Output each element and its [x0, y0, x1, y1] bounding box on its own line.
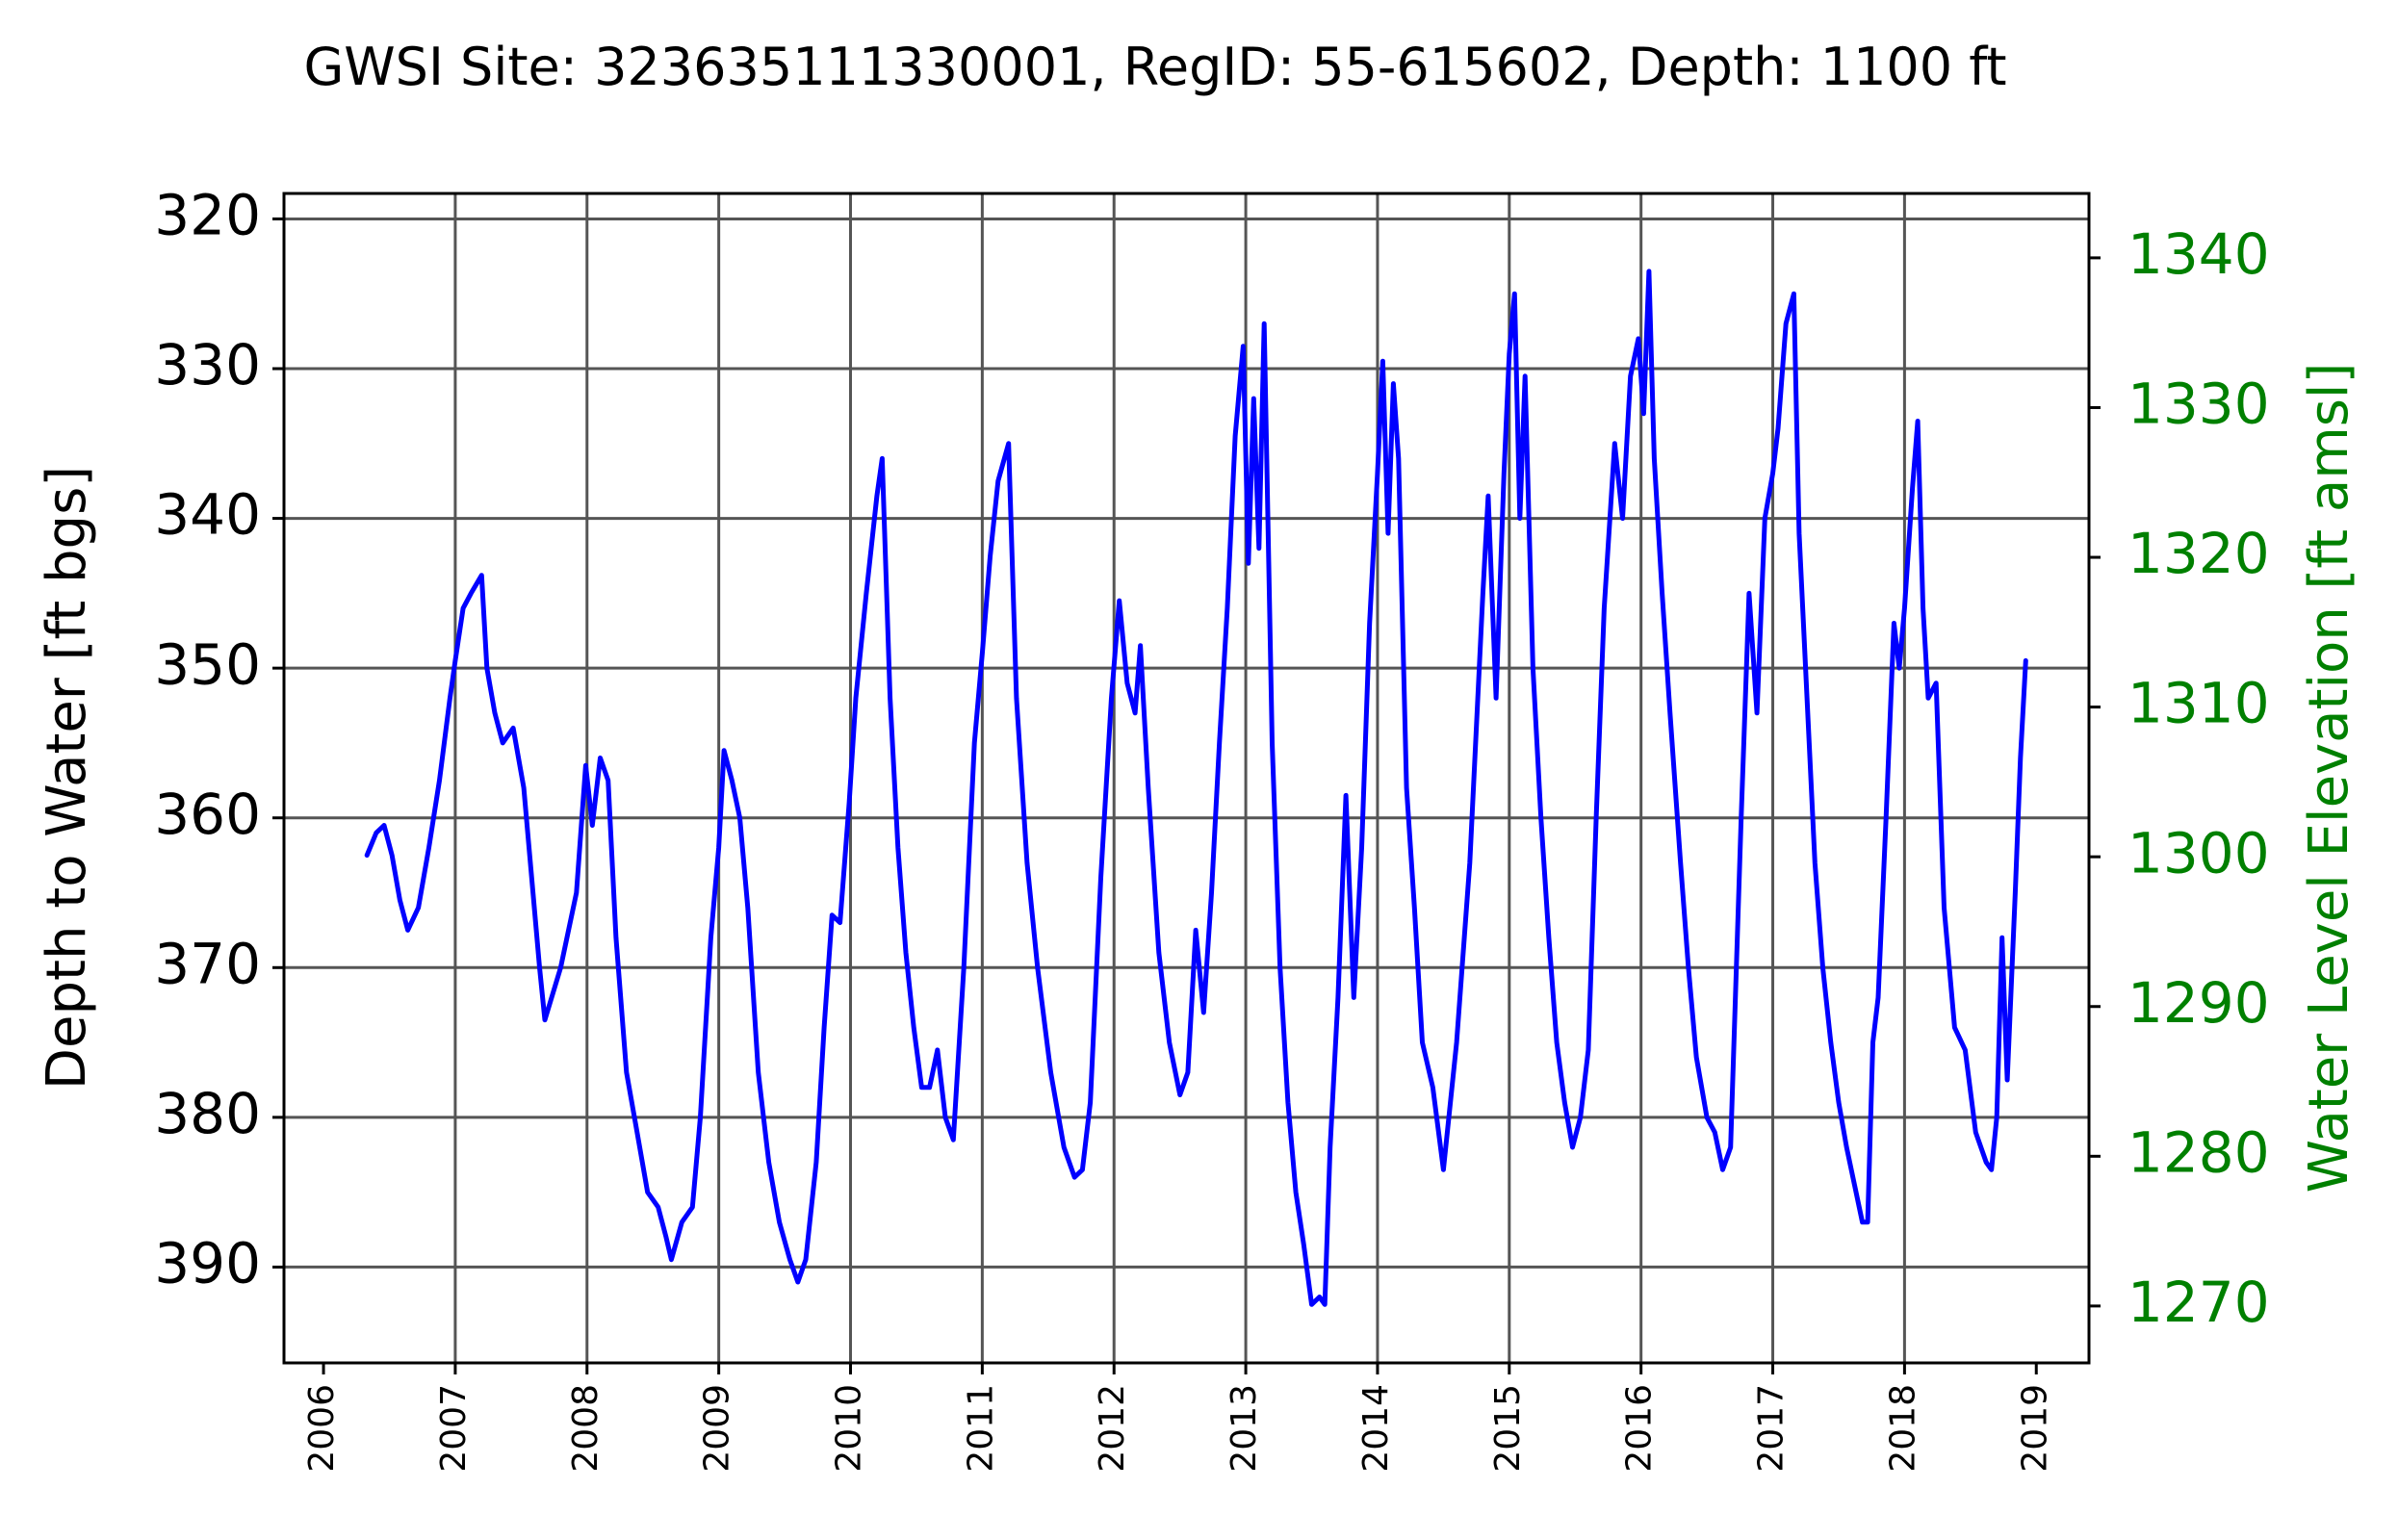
x-tick-label: 2012 [1093, 1384, 1132, 1473]
x-tick-label: 2006 [302, 1384, 342, 1473]
x-tick-label: 2008 [566, 1384, 606, 1473]
y2-tick-label: 1340 [2127, 221, 2270, 287]
y-tick-label: 380 [154, 1081, 261, 1146]
y-tick-label: 340 [154, 482, 261, 548]
x-tick-label: 2019 [2015, 1384, 2054, 1473]
y2-tick-label: 1290 [2127, 970, 2270, 1036]
y2-tick-label: 1310 [2127, 671, 2270, 736]
y-tick-label: 370 [154, 931, 261, 996]
grid [284, 193, 2089, 1363]
x-tick-label: 2007 [434, 1384, 474, 1473]
x-tick-label: 2018 [1883, 1384, 1922, 1473]
x-tick-label: 2011 [961, 1384, 1000, 1473]
y-tick-label: 390 [154, 1231, 261, 1296]
y-tick-label: 350 [154, 631, 261, 697]
series-layer [364, 269, 2028, 1307]
chart-title: GWSI Site: 323635111330001, RegID: 55-61… [303, 37, 2006, 97]
y-tick-label: 330 [154, 332, 261, 398]
x-tick-label: 2010 [830, 1384, 869, 1473]
ticks: 2006 2007 2008 2009 2010 2011 2012 2013 2014 2015… [154, 183, 2269, 1473]
y2-tick-label: 1280 [2127, 1119, 2270, 1185]
x-tick-label: 2016 [1620, 1384, 1660, 1473]
y-tick-label: 320 [154, 183, 261, 248]
y2-tick-label: 1270 [2127, 1270, 2270, 1335]
y2-axis-label: Water Level Elevation [ft amsl] [2298, 363, 2360, 1194]
y-tick-label: 360 [154, 782, 261, 847]
x-tick-label: 2014 [1356, 1384, 1396, 1473]
series-line [364, 269, 2028, 1307]
y2-tick-label: 1300 [2127, 820, 2270, 886]
y2-tick-label: 1330 [2127, 372, 2270, 437]
y-axis-label: Depth to Water [ft bgs] [36, 466, 98, 1090]
x-tick-label: 2013 [1225, 1384, 1264, 1473]
plot-frame [282, 192, 2091, 1365]
y2-tick-label: 1320 [2127, 521, 2270, 586]
x-tick-label: 2015 [1488, 1384, 1528, 1473]
x-tick-label: 2017 [1752, 1384, 1792, 1473]
x-tick-label: 2009 [698, 1384, 737, 1473]
